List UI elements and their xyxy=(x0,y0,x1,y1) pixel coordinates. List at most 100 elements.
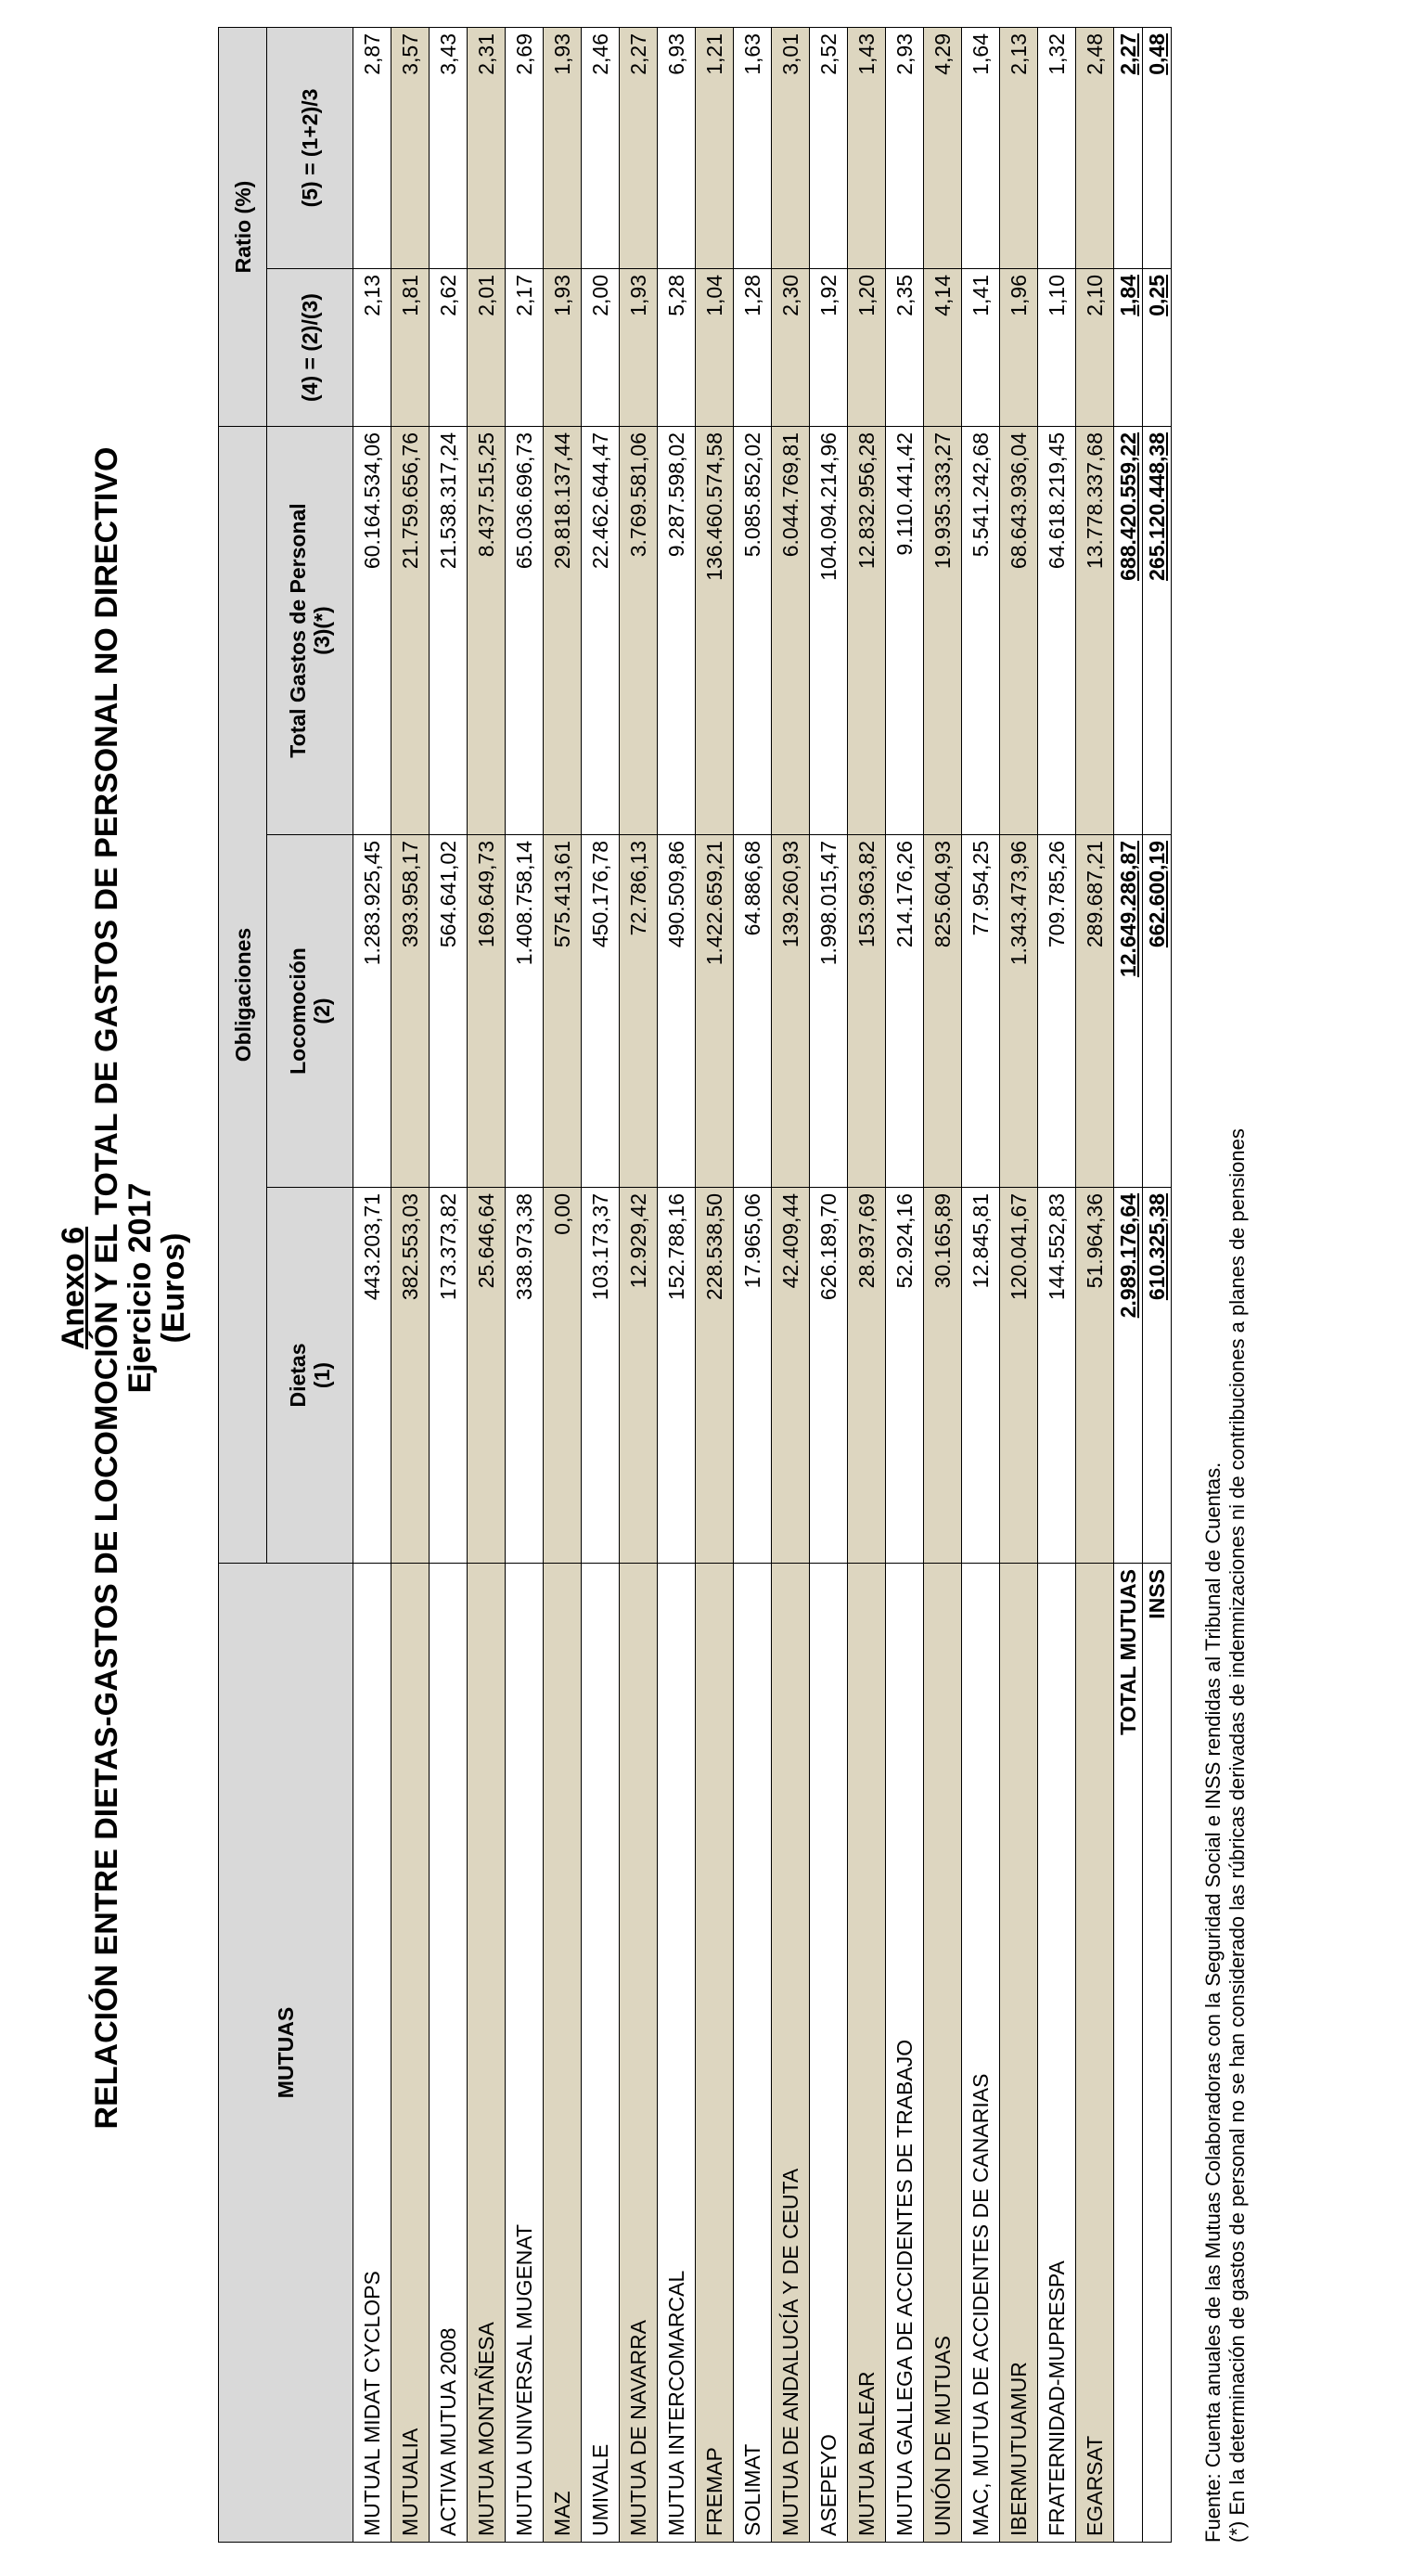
entity-name: MUTUA BALEAR xyxy=(847,1563,886,2543)
cell: 1,28 xyxy=(733,268,772,427)
cell: 30.165,89 xyxy=(923,1187,962,1564)
cell: 2,13 xyxy=(353,268,391,427)
cell: 338.973,38 xyxy=(505,1187,544,1564)
cell: 382.553,03 xyxy=(391,1187,430,1564)
cell: 64.886,68 xyxy=(733,834,772,1188)
cell: 1,84 xyxy=(1113,268,1143,427)
cell: 1,21 xyxy=(695,27,734,269)
cell: 0,00 xyxy=(543,1187,582,1564)
cell: 1,43 xyxy=(847,27,886,269)
column-header: Dietas (1) xyxy=(266,1187,353,1564)
cell: 68.643.936,04 xyxy=(999,426,1038,835)
cell: 60.164.534,06 xyxy=(353,426,391,835)
entity-header: MUTUAS xyxy=(218,1563,353,2543)
table-row: UNIÓN DE MUTUAS 30.165,89 825.604,93 19.935… xyxy=(923,27,962,2543)
table-row: ACTIVA MUTUA 2008 173.373,82 564.641,02 21.… xyxy=(429,27,468,2543)
cell: 22.462.644,47 xyxy=(581,426,620,835)
table-row: UMIVALE 103.173,37 450.176,78 22.462.644,47… xyxy=(581,27,620,2543)
cell: 6.044.769,81 xyxy=(771,426,810,835)
cell: 228.538,50 xyxy=(695,1187,734,1564)
column-header: Locomoción (2) xyxy=(266,834,353,1188)
year: Ejercicio 2017 xyxy=(122,1182,158,1394)
cell: 2,48 xyxy=(1075,27,1114,269)
cell: 152.788,16 xyxy=(657,1187,696,1564)
cell: 77.954,25 xyxy=(961,834,1000,1188)
cell: 2,52 xyxy=(809,27,848,269)
cell: 393.958,17 xyxy=(391,834,430,1188)
cell: 688.420.559,22 xyxy=(1113,426,1143,835)
cell: 2,17 xyxy=(505,268,544,427)
cell: 1,32 xyxy=(1037,27,1076,269)
cell: 21.538.317,24 xyxy=(429,426,468,835)
column-header-line: (4) = (2)/(3) xyxy=(298,293,322,402)
cell: 120.041,67 xyxy=(999,1187,1038,1564)
entity-name: MUTUA DE NAVARRA xyxy=(619,1563,658,2543)
cell: 103.173,37 xyxy=(581,1187,620,1564)
cell: 265.120.448,38 xyxy=(1142,426,1172,835)
entity-name: MUTUA INTERCOMARCAL xyxy=(657,1563,696,2543)
cell: 104.094.214,96 xyxy=(809,426,848,835)
cell: 42.409,44 xyxy=(771,1187,810,1564)
cell: 1.422.659,21 xyxy=(695,834,734,1188)
cell: 1,04 xyxy=(695,268,734,427)
cell: 443.203,71 xyxy=(353,1187,391,1564)
cell: 0,25 xyxy=(1142,268,1172,427)
cell: 1,20 xyxy=(847,268,886,427)
cell: 2.989.176,64 xyxy=(1113,1187,1143,1564)
cell: 1,92 xyxy=(809,268,848,427)
table-row: MUTUALIA 382.553,03 393.958,17 21.759.656,7… xyxy=(391,27,430,2543)
cell: 144.552,83 xyxy=(1037,1187,1076,1564)
cell: 626.189,70 xyxy=(809,1187,848,1564)
entity-name: INSS xyxy=(1142,1563,1172,2543)
cell: 2,35 xyxy=(885,268,924,427)
entity-name: MUTUALIA xyxy=(391,1563,430,2543)
cell: 289.687,21 xyxy=(1075,834,1114,1188)
cell: 173.373,82 xyxy=(429,1187,468,1564)
obligations-header: Obligaciones xyxy=(218,426,267,1564)
cell: 1.283.925,45 xyxy=(353,834,391,1188)
cell: 3,43 xyxy=(429,27,468,269)
entity-name: ASEPEYO xyxy=(809,1563,848,2543)
cell: 29.818.137,44 xyxy=(543,426,582,835)
cell: 3,57 xyxy=(391,27,430,269)
cell: 1,41 xyxy=(961,268,1000,427)
table-row: MUTUA DE ANDALUCÍA Y DE CEUTA 42.409,44 13… xyxy=(771,27,810,2543)
cell: 64.618.219,45 xyxy=(1037,426,1076,835)
column-header-line: (5) = (1+2)/3 xyxy=(298,88,322,208)
entity-name: MUTUA MONTAÑESA xyxy=(467,1563,506,2543)
column-header-line: (1) xyxy=(310,1361,334,1389)
cell: 169.649,73 xyxy=(467,834,506,1188)
cell: 2,01 xyxy=(467,268,506,427)
table-row: MUTUA GALLEGA DE ACCIDENTES DE TRABAJO 52… xyxy=(885,27,924,2543)
cell: 2,00 xyxy=(581,268,620,427)
cell: 3.769.581,06 xyxy=(619,426,658,835)
column-header-line: Dietas xyxy=(286,1343,310,1408)
cell: 12.845,81 xyxy=(961,1187,1000,1564)
cell: 19.935.333,27 xyxy=(923,426,962,835)
cell: 9.110.441,42 xyxy=(885,426,924,835)
cell: 25.646,64 xyxy=(467,1187,506,1564)
cell: 490.509,86 xyxy=(657,834,696,1188)
column-header-line: Total Gastos de Personal xyxy=(286,503,310,758)
cell: 214.176,26 xyxy=(885,834,924,1188)
table-row: MUTUA DE NAVARRA 12.929,42 72.786,13 3.769.… xyxy=(619,27,658,2543)
table-row: MAC, MUTUA DE ACCIDENTES DE CANARIAS 12.8… xyxy=(961,27,1000,2543)
entity-name: ACTIVA MUTUA 2008 xyxy=(429,1563,468,2543)
cell: 825.604,93 xyxy=(923,834,962,1188)
table-row: ASEPEYO 626.189,70 1.998.015,47 104.094.214… xyxy=(809,27,848,2543)
footnote: (*) En la determinación de gastos de per… xyxy=(1225,1128,1249,2543)
cell: 5.085.852,02 xyxy=(733,426,772,835)
cell: 1,63 xyxy=(733,27,772,269)
entity-name: FREMAP xyxy=(695,1563,734,2543)
cell: 21.759.656,76 xyxy=(391,426,430,835)
cell: 662.600,19 xyxy=(1142,834,1172,1188)
table-row: MUTUA MONTAÑESA 25.646,64 169.649,73 8.437.… xyxy=(467,27,506,2543)
cell: 136.460.574,58 xyxy=(695,426,734,835)
cell: 65.036.696,73 xyxy=(505,426,544,835)
cell: 575.413,61 xyxy=(543,834,582,1188)
cell: 5.541.242,68 xyxy=(961,426,1000,835)
column-header-line: (2) xyxy=(310,998,334,1024)
